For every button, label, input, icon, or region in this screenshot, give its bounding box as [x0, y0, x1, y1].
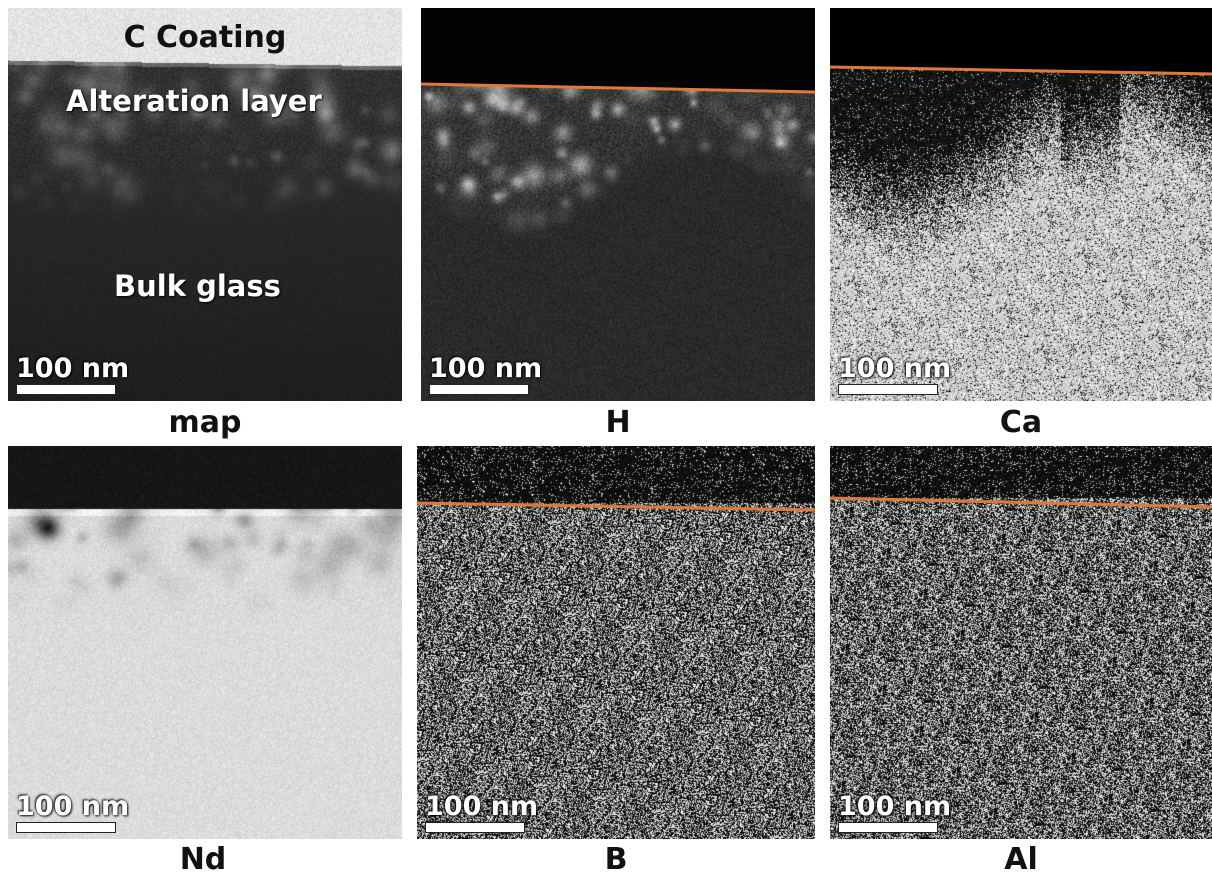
interface-line-ca — [830, 65, 1212, 76]
panel-map-image: C Coating Alteration layer Bulk glass 10… — [8, 8, 402, 401]
scale-bar: 100 nm — [425, 791, 539, 833]
scale-bar-label: 100 nm — [838, 353, 952, 384]
c-coating-label: C Coating — [123, 20, 287, 55]
panel-nd-map: 100 nm — [8, 446, 402, 839]
scale-bar-line — [838, 822, 938, 833]
h-map-image — [421, 8, 815, 401]
interface-line-h — [421, 82, 815, 94]
scale-bar: 100 nm — [838, 353, 952, 395]
scale-bar-label: 100 nm — [16, 353, 130, 384]
scale-bar: 100 nm — [16, 353, 130, 395]
scale-bar-line — [429, 384, 529, 395]
scale-bar-label: 100 nm — [838, 791, 952, 822]
caption-h: H — [605, 405, 631, 440]
panel-ca-map: 100 nm — [830, 8, 1212, 401]
panel-h-map: 100 nm — [421, 8, 815, 401]
map-image — [8, 8, 402, 401]
interface-line-al — [830, 496, 1212, 509]
scale-bar: 100 nm — [16, 791, 130, 833]
scale-bar-label: 100 nm — [425, 791, 539, 822]
scale-bar-label: 100 nm — [16, 791, 130, 822]
scale-bar: 100 nm — [429, 353, 543, 395]
scale-bar: 100 nm — [838, 791, 952, 833]
scale-bar-line — [425, 822, 525, 833]
nd-map-image — [8, 446, 402, 839]
bulk-glass-label: Bulk glass — [114, 269, 281, 303]
scale-bar-line — [16, 822, 116, 833]
caption-b: B — [604, 842, 628, 877]
caption-ca: Ca — [999, 405, 1043, 440]
alteration-layer-label: Alteration layer — [66, 84, 322, 118]
scale-bar-line — [838, 384, 938, 395]
scale-bar-line — [16, 384, 116, 395]
b-map-image — [417, 446, 815, 839]
interface-line-b — [417, 501, 815, 512]
caption-nd: Nd — [179, 842, 227, 877]
panel-al-map: 100 nm — [830, 446, 1212, 839]
al-map-image — [830, 446, 1212, 839]
panel-b-map: 100 nm — [417, 446, 815, 839]
caption-map: map — [168, 405, 242, 440]
caption-al: Al — [1004, 842, 1038, 877]
scale-bar-label: 100 nm — [429, 353, 543, 384]
